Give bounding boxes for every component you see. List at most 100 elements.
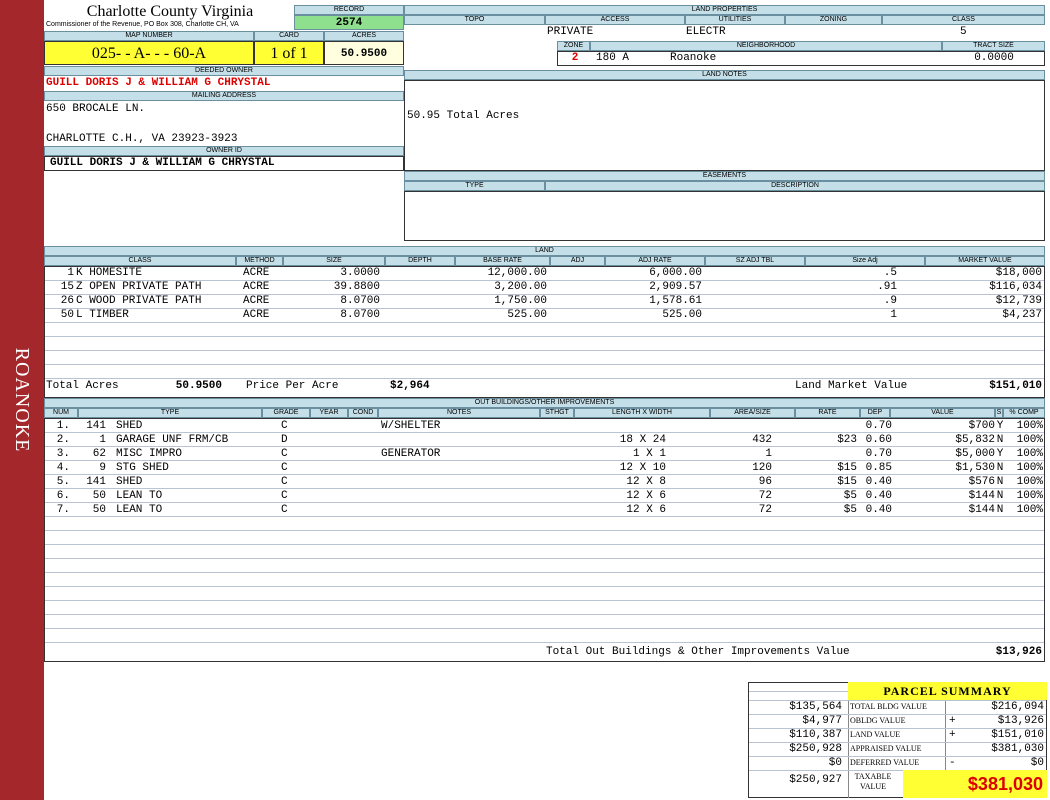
price-label: Price Per Acre [246, 380, 339, 392]
land-property-header: TOPO [464, 16, 485, 23]
outbuilding-header: VALUE [931, 409, 954, 416]
outbuilding-header: LENGTH X WIDTH [612, 409, 672, 416]
outbuilding-header: % COMP [1009, 409, 1039, 416]
outbuilding-cell: 432 [752, 434, 772, 446]
column-line [848, 682, 849, 798]
row-line [45, 642, 1044, 643]
land-header: ADJ [570, 257, 585, 264]
land-cell: ACRE [243, 295, 270, 307]
outbuilding-header: GRADE [273, 409, 299, 416]
land-cell: 3.0000 [340, 267, 380, 279]
mailing-label: MAILING ADDRESS [191, 92, 257, 99]
row-line [749, 756, 1046, 757]
row-line [45, 308, 1044, 309]
outbuildings-total: $13,926 [995, 646, 1042, 658]
land-header-bar [385, 256, 455, 266]
land-header: DEPTH [408, 257, 432, 264]
summary-label: OBLDG VALUE [850, 716, 906, 725]
summary-label: TOTAL BLDG VALUE [850, 702, 927, 711]
outbuilding-cell: C [281, 490, 288, 502]
land-header: BASE RATE [483, 257, 522, 264]
land-cell: 39.8800 [333, 281, 380, 293]
outbuilding-cell: 62 [92, 448, 106, 460]
outbuilding-cell: N [996, 490, 1004, 502]
parcel-label-bar [254, 31, 324, 41]
land-box [44, 266, 1045, 398]
record-label-bar [294, 5, 404, 15]
outbuilding-cell: 50 [92, 490, 106, 502]
outbuilding-cell: 50 [92, 504, 106, 516]
owner-label-bar [44, 66, 404, 76]
outbuilding-header-bar [348, 408, 378, 418]
summary-label: LAND VALUE [850, 730, 901, 739]
total-acres-label: Total Acres [46, 380, 119, 392]
land-cell: .5 [883, 267, 897, 279]
row-line [45, 446, 1044, 447]
outbuilding-cell: 72 [758, 504, 772, 516]
zone-header: NEIGHBORHOOD [736, 42, 796, 49]
land-property-header-bar [882, 15, 1045, 25]
outbuilding-cell: 100% [1016, 462, 1043, 474]
outbuilding-cell: $15 [837, 462, 857, 474]
outbuilding-cell: 100% [1016, 420, 1043, 432]
outbuilding-cell: 141 [86, 476, 106, 488]
land-cell: 1 [890, 309, 897, 321]
tract-size: 0.0000 [974, 52, 1014, 64]
summary-value: $151,010 [991, 729, 1044, 741]
row-line [45, 336, 1044, 337]
outbuilding-header: NOTES [446, 409, 472, 416]
outbuilding-cell: $144 [968, 504, 995, 516]
outbuilding-cell: SHED [116, 420, 143, 432]
row-line [45, 364, 1044, 365]
outbuildings-title-bar [44, 398, 1045, 408]
land-cell: 50 [60, 309, 74, 321]
land-cell: 8.0700 [340, 309, 380, 321]
outbuilding-header: NUM [53, 409, 69, 416]
summary-label: APPRAISED VALUE [850, 744, 922, 753]
outbuilding-cell: W/SHELTER [381, 420, 441, 432]
prior-value: $110,387 [789, 729, 842, 741]
outbuilding-cell: GENERATOR [381, 448, 441, 460]
land-header-bar [705, 256, 805, 266]
outbuilding-cell: N [996, 462, 1004, 474]
outbuilding-cell: $576 [968, 476, 995, 488]
outbuilding-cell: C [281, 476, 288, 488]
outbuilding-cell: GARAGE UNF FRM/CB [116, 434, 229, 446]
outbuilding-cell: 2. [56, 434, 70, 446]
owner-id: GUILL DORIS J & WILLIAM G CHRYSTAL [50, 157, 275, 169]
outbuilding-cell: N [996, 504, 1004, 516]
neighborhood-code: 180 A [596, 52, 630, 64]
row-line [749, 700, 1046, 701]
outbuilding-cell: STG SHED [116, 462, 169, 474]
zone: 2 [571, 52, 579, 64]
land-cell: L TIMBER [76, 309, 129, 321]
row-line [45, 488, 1044, 489]
outbuilding-cell: $23 [837, 434, 857, 446]
map-number: 025- - A- - - 60-A [44, 41, 254, 65]
land-property-header: CLASS [952, 16, 975, 23]
outbuilding-header-bar [860, 408, 890, 418]
outbuilding-header: S [996, 409, 1002, 416]
taxable-value: $381,030 [903, 770, 1047, 798]
summary-label: TAXABLE VALUE [854, 772, 892, 791]
outbuilding-cell: 1 X 1 [632, 448, 666, 460]
owner-label: DEEDED OWNER [195, 67, 253, 74]
row-line [45, 350, 1044, 351]
sidebar [0, 0, 44, 800]
mailing-label-bar [44, 91, 404, 101]
outbuilding-cell: SHED [116, 476, 143, 488]
land-property-header: ACCESS [600, 16, 630, 23]
outbuilding-cell: $15 [837, 476, 857, 488]
land-cell: $4,237 [1002, 309, 1042, 321]
owner-id-label-bar [44, 146, 404, 156]
outbuilding-cell: 100% [1016, 434, 1043, 446]
row-line [45, 322, 1044, 323]
land-properties-title: LAND PROPERTIES [691, 6, 758, 13]
row-line [45, 474, 1044, 475]
row-line [45, 294, 1044, 295]
outbuilding-header-bar [574, 408, 710, 418]
row-line [45, 530, 1044, 531]
mailing-line: 650 BROCALE LN. [46, 103, 146, 115]
easement-header: DESCRIPTION [771, 182, 819, 189]
outbuilding-cell: 12 X 6 [626, 490, 666, 502]
